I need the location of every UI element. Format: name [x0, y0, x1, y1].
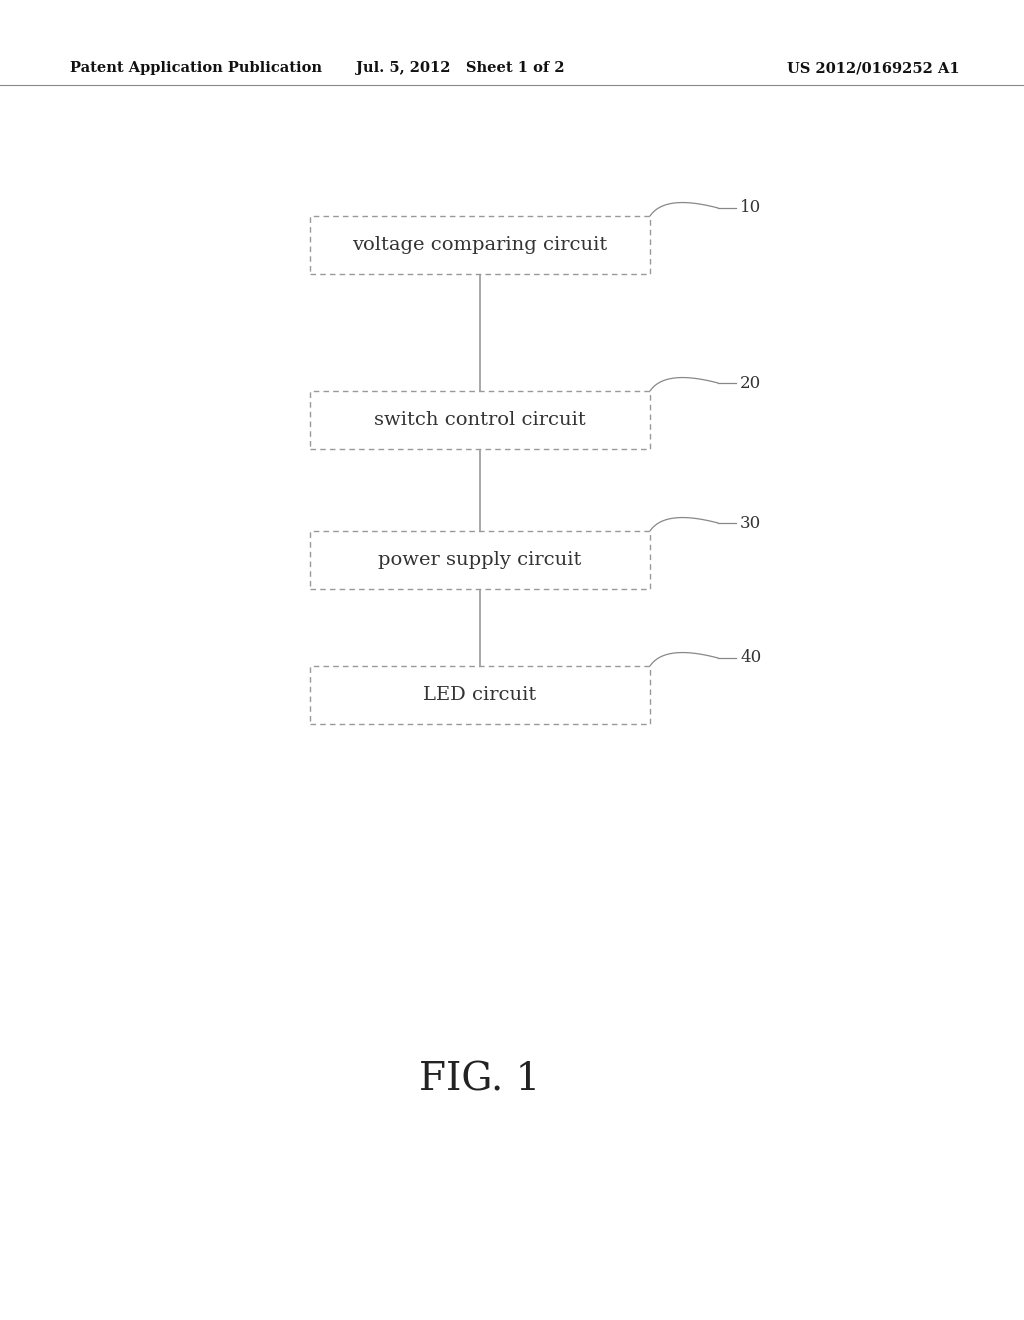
- Text: switch control circuit: switch control circuit: [374, 411, 586, 429]
- Text: power supply circuit: power supply circuit: [378, 550, 582, 569]
- Text: US 2012/0169252 A1: US 2012/0169252 A1: [787, 61, 961, 75]
- Bar: [310, 216, 650, 275]
- Bar: [310, 531, 650, 589]
- Text: voltage comparing circuit: voltage comparing circuit: [352, 236, 607, 253]
- Text: Jul. 5, 2012   Sheet 1 of 2: Jul. 5, 2012 Sheet 1 of 2: [355, 61, 564, 75]
- Bar: [310, 391, 650, 449]
- Text: 20: 20: [740, 375, 761, 392]
- Text: FIG. 1: FIG. 1: [420, 1061, 541, 1098]
- Text: LED circuit: LED circuit: [423, 686, 537, 704]
- Text: Patent Application Publication: Patent Application Publication: [70, 61, 322, 75]
- Text: 40: 40: [740, 649, 761, 667]
- Text: 30: 30: [740, 515, 761, 532]
- Text: 10: 10: [740, 199, 761, 216]
- Bar: [310, 667, 650, 723]
